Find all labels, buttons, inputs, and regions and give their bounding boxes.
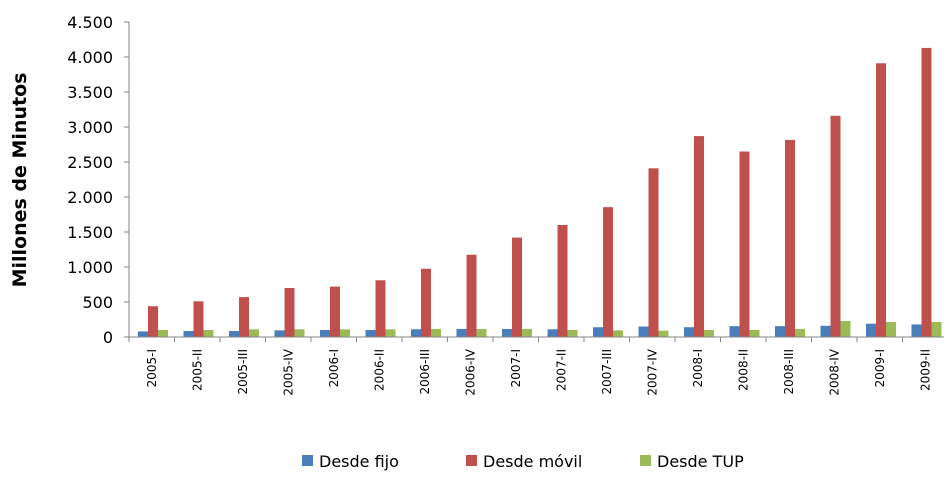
bar-desde-tup-2007-IV xyxy=(658,330,669,337)
bar-desde-tup-2009-II xyxy=(931,321,942,337)
x-tick-label: 2007-IV xyxy=(645,348,659,395)
y-tick-label: 1.500 xyxy=(67,223,113,242)
y-axis-ticks: 0 500 1.000 1.500 2.000 2.500 3.000 3.500 4.000 4… xyxy=(67,13,129,347)
x-tick-label: 2006-III xyxy=(418,349,432,395)
bar-desde-tup-2006-III xyxy=(431,328,441,337)
bar-desde-tup-2008-II xyxy=(749,330,760,337)
y-tick-label: 1.000 xyxy=(67,258,113,277)
bar-desde-tup-2005-IV xyxy=(294,329,305,337)
legend-swatch xyxy=(640,455,651,466)
y-tick-label: 2.500 xyxy=(67,153,113,172)
bar-desde-fijo-2006-IV xyxy=(456,328,467,337)
bar-desde-fijo-2005-I xyxy=(138,331,148,337)
bar-desde-fijo-2005-III xyxy=(229,331,239,337)
bar-desde-mvil-2008-II xyxy=(739,151,750,337)
legend-label: Desde TUP xyxy=(657,452,744,471)
bars xyxy=(138,47,942,338)
x-tick-label: 2006-I xyxy=(327,349,341,387)
bar-desde-fijo-2007-I xyxy=(502,328,512,337)
y-axis-label: Millones de Minutos xyxy=(9,73,31,288)
bar-desde-tup-2006-IV xyxy=(476,328,487,337)
y-tick-label: 4.500 xyxy=(67,13,113,32)
bar-desde-mvil-2007-II xyxy=(557,225,568,337)
x-tick-label: 2009-I xyxy=(873,349,887,387)
bar-desde-mvil-2006-I xyxy=(330,286,340,337)
bar-desde-mvil-2007-III xyxy=(603,207,613,337)
bar-desde-tup-2009-I xyxy=(886,321,896,337)
bar-desde-mvil-2005-III xyxy=(239,297,249,337)
x-axis-ticks: 2005-I 2005-II 2005-III 2005-IV 2006-I 2006-I… xyxy=(128,337,932,396)
bar-desde-mvil-2007-IV xyxy=(648,168,659,337)
bar-desde-fijo-2006-III xyxy=(411,329,421,337)
legend-swatch xyxy=(302,455,313,466)
x-tick-label: 2008-I xyxy=(691,349,705,387)
bar-desde-mvil-2007-I xyxy=(512,237,522,337)
bar-desde-fijo-2006-II xyxy=(365,330,376,337)
y-tick-label: 0 xyxy=(103,328,113,347)
x-tick-label: 2005-II xyxy=(190,349,204,391)
y-tick-label: 500 xyxy=(82,293,113,312)
bar-desde-fijo-2007-II xyxy=(547,329,558,337)
bar-desde-tup-2007-II xyxy=(567,330,578,337)
x-tick-label: 2008-III xyxy=(782,349,796,395)
legend-swatch xyxy=(466,455,477,466)
x-tick-label: 2007-II xyxy=(554,349,568,391)
bar-desde-mvil-2006-III xyxy=(421,268,431,337)
bar-desde-mvil-2009-II xyxy=(921,47,932,338)
x-tick-label: 2009-II xyxy=(918,349,932,391)
x-tick-label: 2005-III xyxy=(236,349,250,395)
bar-desde-tup-2007-III xyxy=(613,330,623,337)
legend-label: Desde móvil xyxy=(483,452,582,471)
bar-desde-tup-2006-II xyxy=(385,329,396,337)
bar-desde-tup-2007-I xyxy=(522,328,532,337)
bar-desde-tup-2005-III xyxy=(249,329,259,337)
x-tick-label: 2005-I xyxy=(145,349,159,387)
bar-desde-fijo-2009-I xyxy=(866,323,876,337)
legend: Desde fijo Desde móvil Desde TUP xyxy=(302,452,744,471)
x-tick-label: 2008-II xyxy=(736,349,750,391)
x-tick-label: 2008-IV xyxy=(827,348,841,395)
x-tick-label: 2006-IV xyxy=(463,348,477,395)
bar-desde-fijo-2008-II xyxy=(729,326,740,337)
bar-desde-fijo-2008-I xyxy=(684,327,694,337)
bar-desde-fijo-2007-IV xyxy=(638,326,649,337)
x-tick-label: 2007-III xyxy=(600,349,614,395)
y-tick-label: 3.000 xyxy=(67,118,113,137)
bar-desde-mvil-2005-I xyxy=(148,306,158,337)
bar-desde-fijo-2005-IV xyxy=(274,330,285,337)
bar-desde-mvil-2005-IV xyxy=(284,288,295,337)
bar-desde-tup-2008-I xyxy=(704,330,714,337)
bar-desde-mvil-2008-III xyxy=(785,139,795,337)
bar-desde-mvil-2009-I xyxy=(876,63,886,338)
bar-desde-tup-2006-I xyxy=(340,329,350,337)
bar-desde-tup-2008-IV xyxy=(840,320,851,337)
bar-desde-mvil-2008-I xyxy=(694,136,704,337)
legend-label: Desde fijo xyxy=(319,452,399,471)
bar-desde-fijo-2007-III xyxy=(593,327,603,337)
bar-desde-tup-2005-I xyxy=(158,330,168,337)
bar-desde-mvil-2006-II xyxy=(375,280,386,337)
bar-desde-fijo-2008-III xyxy=(775,326,785,337)
bar-desde-fijo-2008-IV xyxy=(820,325,831,337)
x-tick-label: 2006-II xyxy=(372,349,386,391)
bar-desde-tup-2005-II xyxy=(203,330,214,337)
bar-desde-fijo-2009-II xyxy=(911,324,922,337)
x-tick-label: 2005-IV xyxy=(281,348,295,395)
y-tick-label: 3.500 xyxy=(67,83,113,102)
x-tick-label: 2007-I xyxy=(509,349,523,387)
y-tick-label: 4.000 xyxy=(67,48,113,67)
bar-desde-fijo-2005-II xyxy=(183,331,194,337)
bar-desde-mvil-2005-II xyxy=(193,301,204,337)
y-tick-label: 2.000 xyxy=(67,188,113,207)
bar-desde-mvil-2006-IV xyxy=(466,254,477,337)
axes xyxy=(128,22,944,338)
bar-desde-fijo-2006-I xyxy=(320,330,330,337)
bar-desde-tup-2008-III xyxy=(795,328,805,337)
bar-desde-mvil-2008-IV xyxy=(830,115,841,337)
